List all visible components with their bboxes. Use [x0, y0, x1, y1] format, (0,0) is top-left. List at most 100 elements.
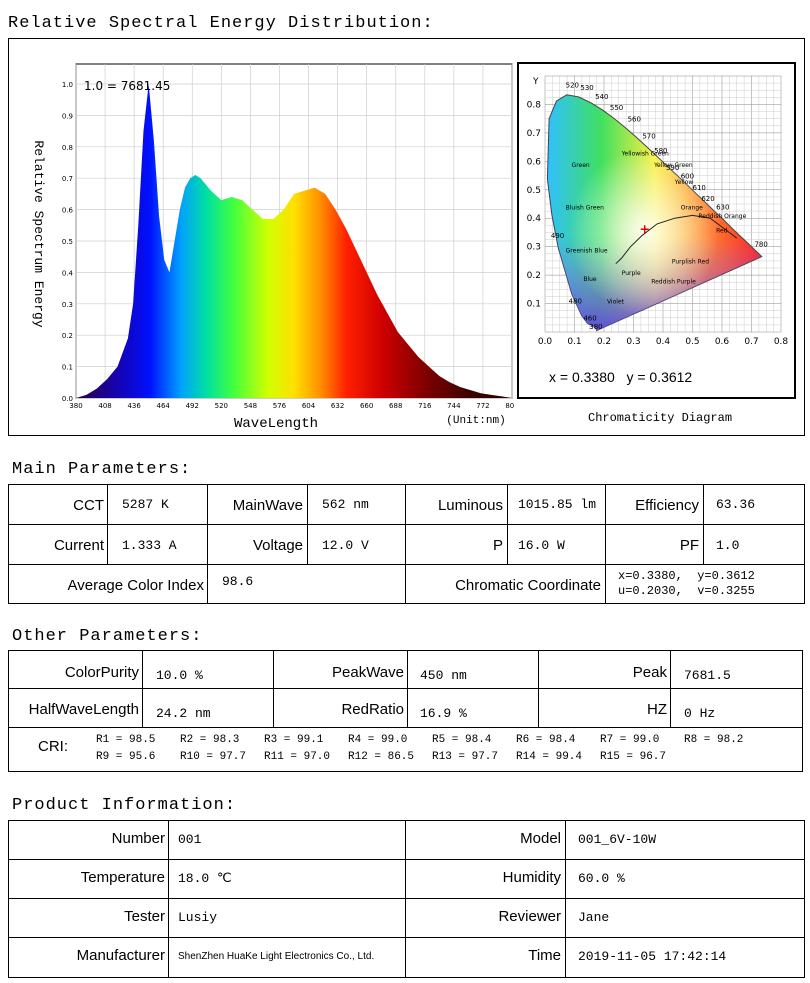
other-label-peakwave: PeakWave [332, 664, 404, 681]
cie-region-label: Bluish Green [566, 205, 604, 212]
product-value-1-1: 60.0 % [578, 871, 625, 886]
cie-wavelength-label: 620 [701, 195, 714, 203]
spectrum-x-tick-label: 576 [273, 402, 287, 410]
cie-region-label: Violet [607, 299, 625, 306]
cri-value: R6 = 98.4 [516, 734, 576, 746]
product-value-0-1: 001_6V-10W [578, 832, 657, 847]
cri-value: R8 = 98.2 [684, 734, 744, 746]
planckian-locus [615, 214, 738, 265]
cie-y-tick-label: 0.7 [527, 129, 541, 139]
main-label-mainwave: MainWave [232, 497, 303, 514]
main-label-chromatic: Chromatic Coordinate [455, 577, 601, 594]
cie-wavelength-label: 570 [642, 133, 655, 141]
cie-wavelength-label: 580 [654, 147, 667, 155]
cie-region-label: Yellow [674, 179, 694, 186]
cri-value: R1 = 98.5 [96, 734, 156, 746]
spectrum-x-tick-label: 716 [418, 402, 432, 410]
spectrum-x-tick-label: 436 [127, 402, 141, 410]
other-value-hz: 0 Hz [684, 706, 716, 721]
cri-value: R9 = 95.6 [96, 751, 156, 763]
spectral-title: Relative Spectral Energy Distribution: [8, 14, 434, 33]
product-value-1-0: 18.0 ℃ [178, 871, 232, 886]
main-params-title: Main Parameters: [12, 460, 192, 479]
other-label-colorpurity: ColorPurity [64, 664, 139, 681]
product-label-1-0: Temperature [80, 869, 165, 886]
chromaticity-caption: Chromaticity Diagram [588, 411, 733, 425]
cie-x-tick-label: 0.7 [744, 337, 758, 347]
cri-value: R15 = 96.7 [600, 751, 667, 763]
spectrum-y-tick-label: 0.4 [62, 269, 74, 277]
main-value-aci: 98.6 [222, 574, 254, 589]
spectrum-x-tick-label: 604 [302, 402, 316, 410]
main-params-table [8, 484, 805, 604]
spectrum-x-unit: (Unit:nm) [446, 415, 505, 427]
spectrum-x-tick-label: 744 [447, 402, 461, 410]
cri-value: R4 = 99.0 [348, 734, 408, 746]
cie-y-tick-label: 0.2 [527, 271, 541, 281]
cie-wavelength-label: 490 [551, 232, 564, 240]
cie-wavelength-label: 380 [589, 323, 602, 331]
spectrum-y-tick-label: 0.9 [62, 112, 73, 120]
product-label-0-0: Number [111, 830, 165, 847]
cie-wavelength-label: 590 [666, 164, 679, 172]
cie-wavelength-label: 520 [566, 81, 579, 89]
spectrum-x-tick-label: 688 [389, 402, 402, 410]
cie-region-label: Green [572, 162, 590, 169]
cie-region-label: Red [716, 227, 728, 234]
product-value-3-1: 2019-11-05 17:42:14 [578, 949, 727, 964]
main-value-cc-xy: x=0.3380, y=0.3612 [618, 569, 755, 583]
cie-locus-white [547, 94, 762, 331]
spectrum-y-tick-label: 0.3 [62, 301, 73, 309]
product-label-0-1: Model [520, 830, 561, 847]
other-label-hz: HZ [647, 701, 667, 718]
cie-region-label: Blue [583, 276, 597, 283]
cie-wavelength-label: 780 [754, 241, 767, 249]
cri-value: R10 = 97.7 [180, 751, 247, 763]
cie-x-tick-label: 0.1 [567, 337, 581, 347]
main-value-power: 16.0 W [518, 538, 565, 553]
spectrum-y-tick-label: 1.0 [62, 81, 73, 89]
spectrum-x-tick-label: 380 [69, 402, 82, 410]
spectrum-y-tick-label: 0.2 [62, 332, 73, 340]
other-params-table [8, 650, 803, 772]
cie-wavelength-label: 560 [628, 116, 641, 124]
other-value-peakwave: 450 nm [420, 668, 467, 683]
main-value-luminous: 1015.85 lm [518, 497, 597, 512]
spectrum-y-tick-label: 0.1 [62, 364, 73, 372]
main-value-efficiency: 63.36 [716, 497, 756, 512]
cie-region-label: Yellowish Green [621, 151, 669, 158]
cie-region-label: Yellow Green [653, 162, 693, 169]
cie-wavelength-label: 550 [610, 104, 623, 112]
main-label-pf: PF [679, 537, 699, 554]
cie-region-label: Reddish Purple [651, 279, 696, 286]
spectrum-x-tick-label: 660 [360, 402, 373, 410]
cie-wavelength-label: 540 [595, 93, 608, 101]
cri-value: R5 = 98.4 [432, 734, 492, 746]
spectrum-y-tick-label: 0.5 [62, 238, 73, 246]
cie-wavelength-label: 460 [583, 315, 596, 323]
other-value-redratio: 16.9 % [420, 706, 467, 721]
spectral-panel [8, 38, 805, 436]
other-value-peak: 7681.5 [684, 668, 731, 683]
cie-y-tick-label: 0.3 [527, 243, 541, 253]
cie-y-tick-label: 0.5 [527, 186, 541, 196]
cri-value: R13 = 97.7 [432, 751, 499, 763]
product-value-0-0: 001 [178, 832, 202, 847]
spectrum-x-tick-label: 464 [157, 402, 171, 410]
product-value-2-1: Jane [578, 910, 610, 925]
cie-x-tick-label: 0.5 [685, 337, 699, 347]
cie-wavelength-label: 630 [716, 204, 729, 212]
cie-y-ticks: 0.1 0.2 0.3 0.4 0.5 0.6 0.7 0.8 [527, 100, 542, 309]
cie-region-label: Greenish Blue [566, 247, 608, 254]
main-value-voltage: 12.0 V [322, 538, 369, 553]
cie-region-label: Purplish Red [672, 259, 709, 266]
spectrum-peak-label: 1.0 = 7681.45 [84, 79, 170, 93]
main-label-cct: CCT [73, 497, 104, 514]
other-value-colorpurity: 10.0 % [156, 668, 203, 683]
cie-wavelength-label: 610 [693, 184, 706, 192]
main-label-current: Current [53, 537, 104, 554]
cie-y-tick-label: 0.4 [527, 214, 542, 224]
cie-y-tick-label: 0.6 [527, 157, 542, 167]
product-label-3-0: Manufacturer [76, 947, 165, 964]
